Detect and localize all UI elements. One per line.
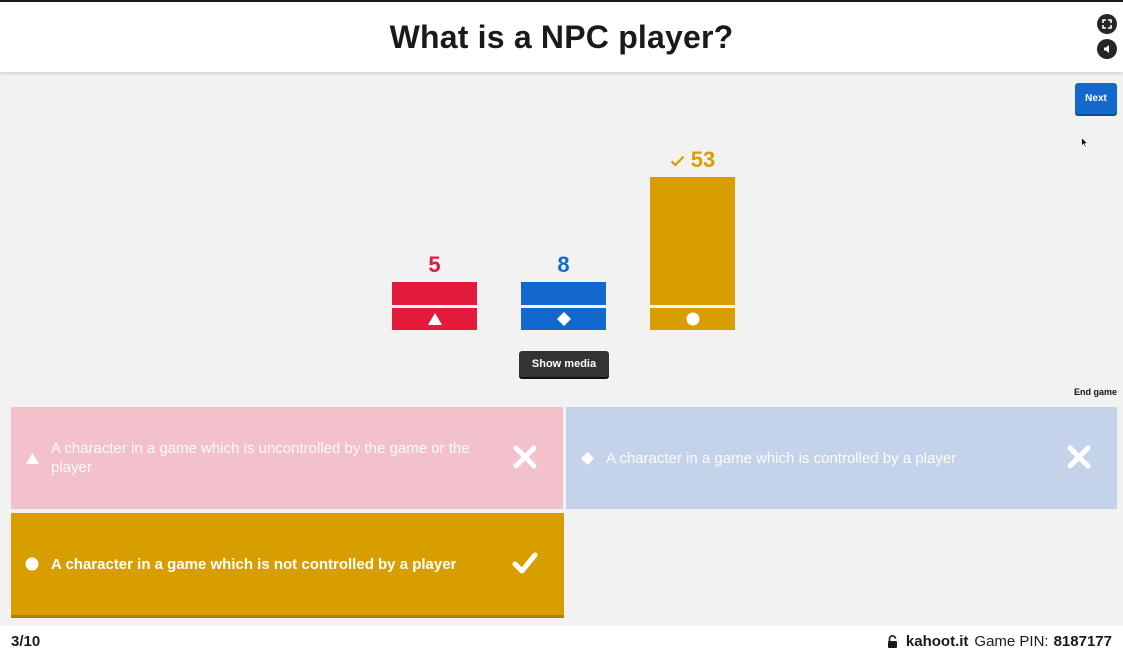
result-fill-diamond [521, 282, 606, 305]
answer-diamond[interactable]: A character in a game which is controlle… [566, 407, 1117, 509]
answer-text: A character in a game which is uncontrol… [51, 440, 470, 476]
result-count-value: 53 [690, 147, 716, 172]
answer-triangle[interactable]: A character in a game which is uncontrol… [11, 407, 563, 509]
triangle-icon [25, 452, 39, 464]
show-media-button[interactable]: Show media [519, 351, 609, 377]
mouse-cursor-icon [1081, 137, 1089, 148]
check-icon [670, 155, 685, 167]
next-button[interactable]: Next [1075, 83, 1117, 114]
result-count-triangle: 5 [428, 252, 441, 277]
question-title: What is a NPC player? [389, 18, 734, 55]
pin-label: Game PIN: [974, 633, 1049, 650]
checkmark-icon [512, 552, 538, 574]
game-pin-area: kahoot.it Game PIN: 8187177 [887, 633, 1112, 650]
fullscreen-button[interactable] [1097, 14, 1117, 34]
result-base-triangle [392, 308, 477, 330]
question-header: What is a NPC player? [0, 2, 1123, 72]
circle-icon [25, 557, 39, 571]
top-border [0, 0, 1123, 2]
result-base-diamond [521, 308, 606, 330]
answer-text: A character in a game which is controlle… [606, 449, 957, 467]
answer-circle[interactable]: A character in a game which is not contr… [11, 513, 564, 615]
site-name: kahoot.it [905, 633, 969, 650]
result-base-circle [650, 308, 735, 330]
pin-value: 8187177 [1053, 633, 1112, 650]
diamond-icon [556, 312, 571, 326]
fullscreen-icon [1102, 19, 1112, 29]
result-fill-circle [650, 177, 735, 305]
question-progress: 3/10 [11, 633, 41, 650]
volume-button[interactable] [1097, 39, 1117, 59]
diamond-icon [580, 451, 594, 465]
footer-bar: 3/10 kahoot.it Game PIN: 8187177 [0, 626, 1123, 657]
speaker-icon [1104, 45, 1109, 53]
cross-icon [1067, 445, 1091, 469]
triangle-icon [427, 313, 442, 325]
answer-text: A character in a game which is not contr… [51, 555, 457, 573]
cross-icon [513, 445, 537, 469]
end-game-link[interactable]: End game [1073, 387, 1117, 397]
result-count-diamond: 8 [557, 252, 570, 277]
lock-icon [887, 635, 897, 648]
result-count-circle: 53 [650, 147, 735, 173]
circle-icon [686, 312, 699, 326]
result-fill-triangle [392, 282, 477, 305]
